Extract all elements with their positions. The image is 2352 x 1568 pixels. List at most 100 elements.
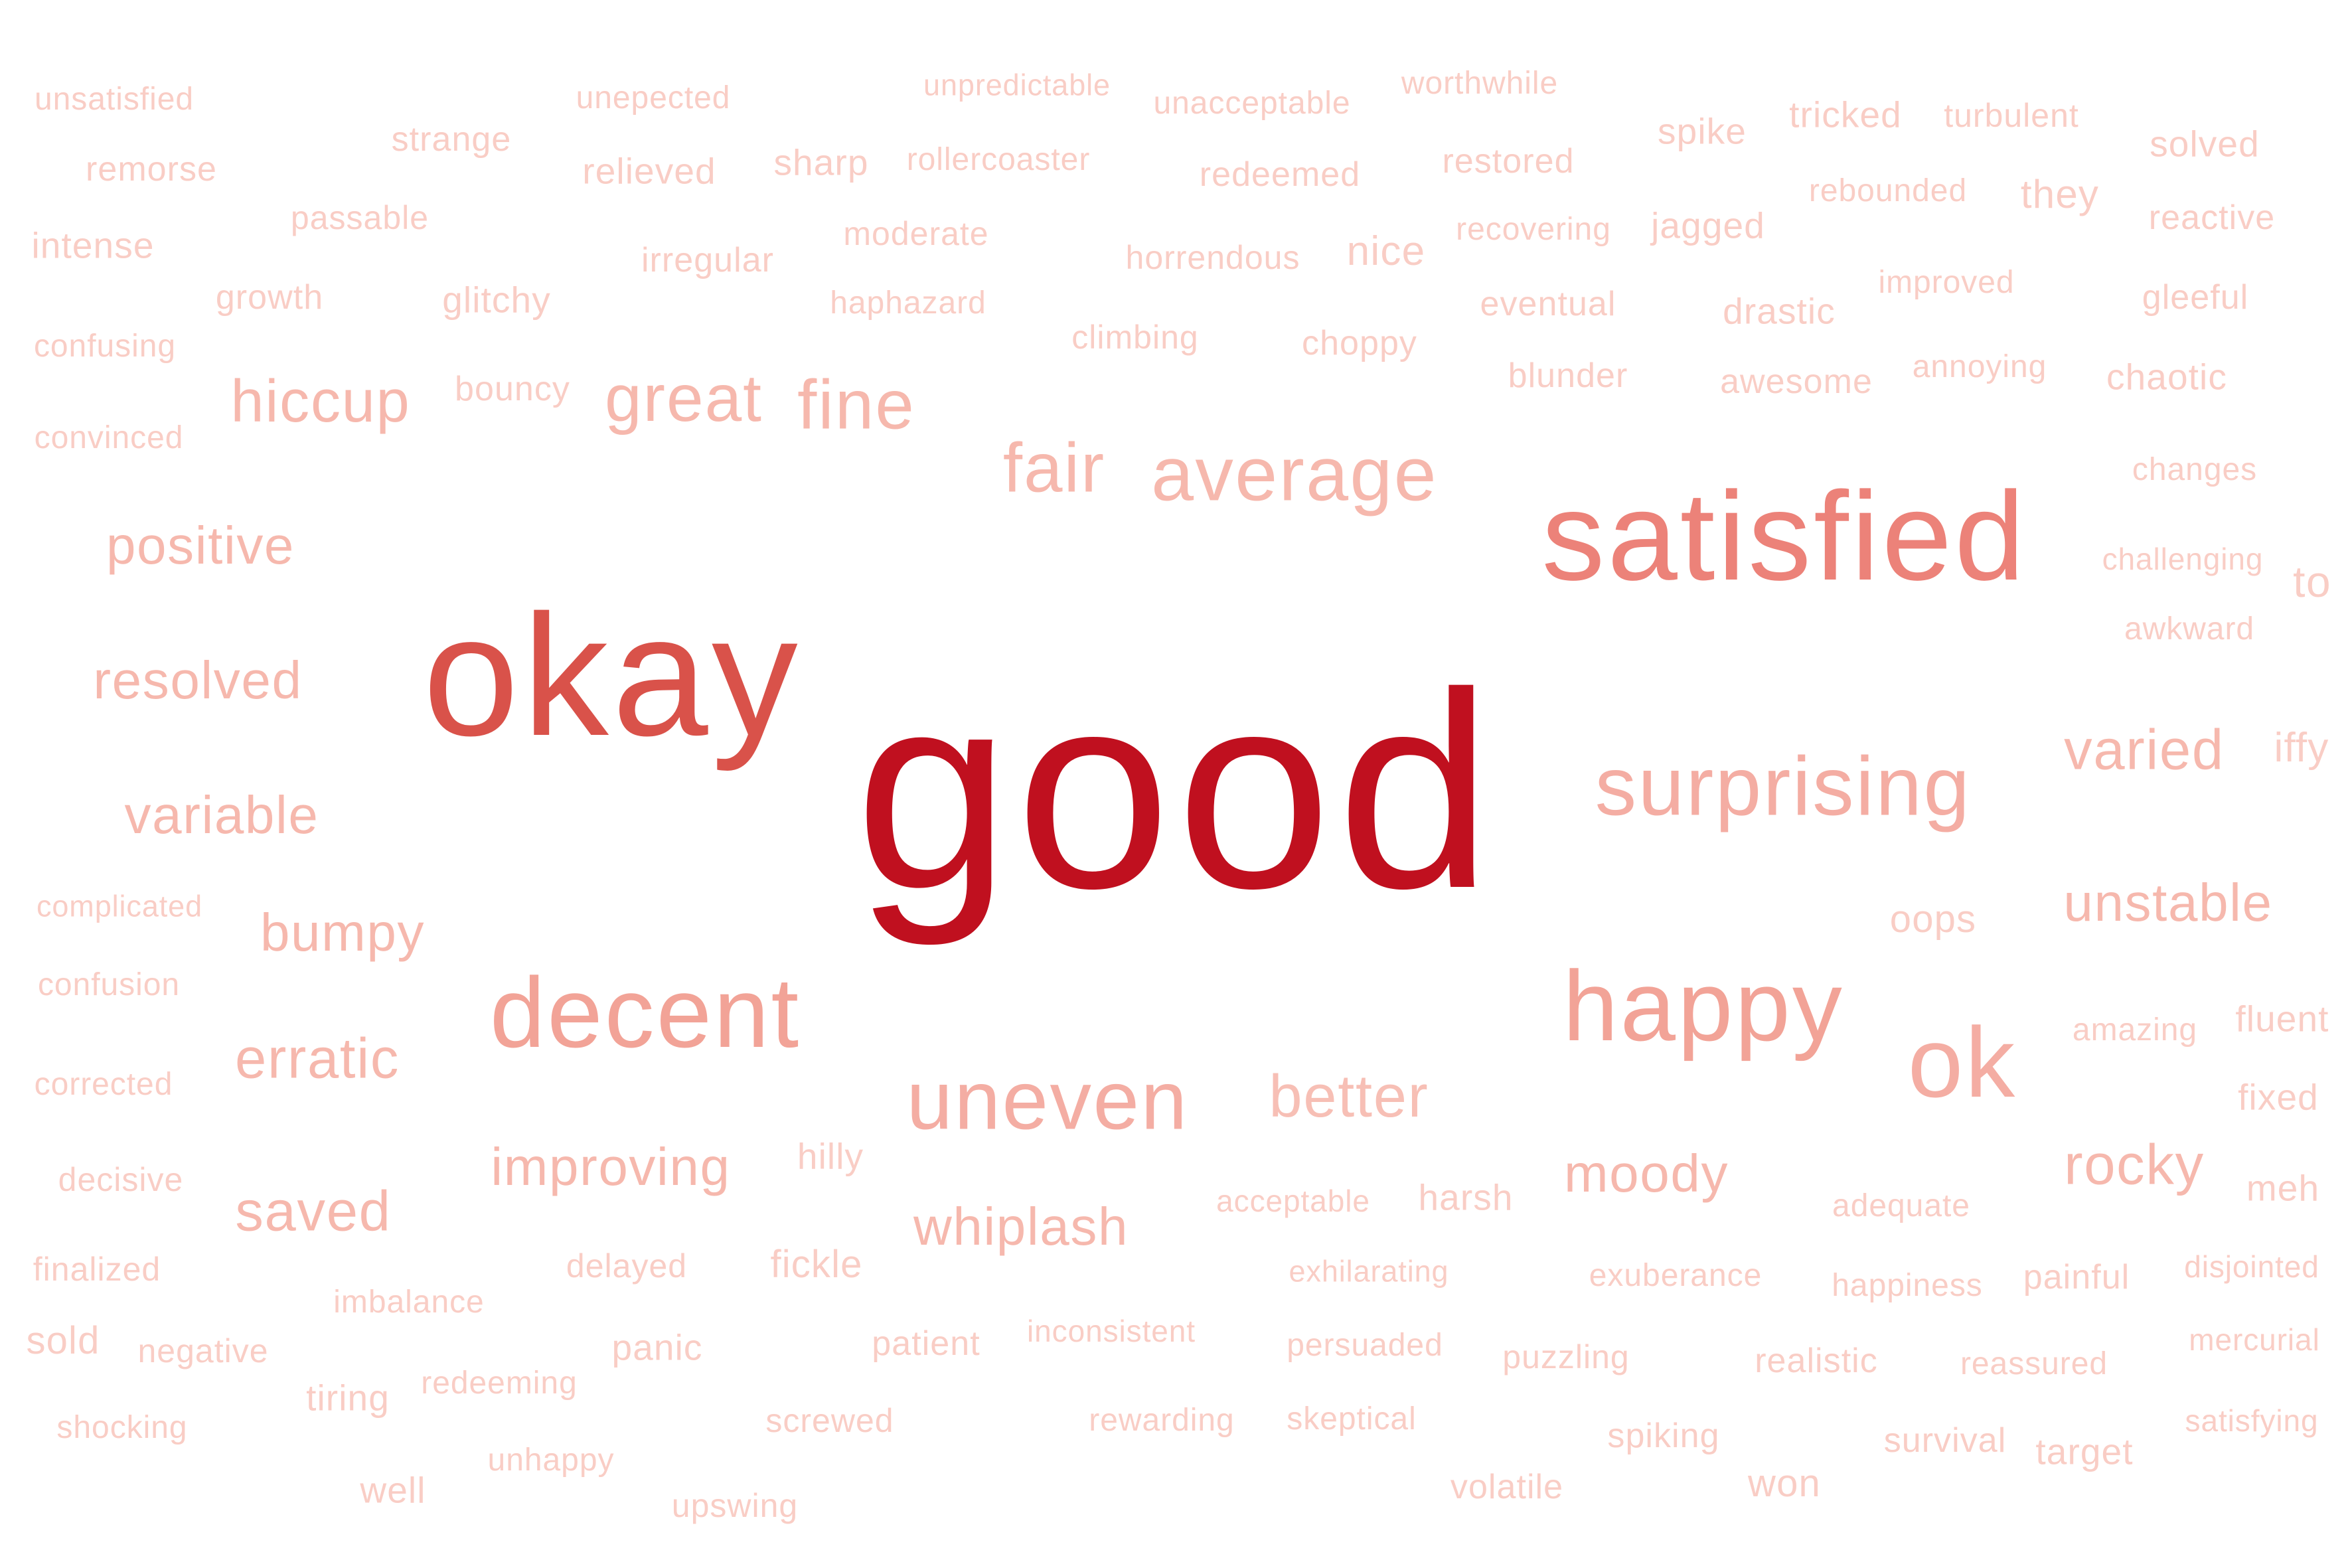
word-nice: nice (1346, 228, 1426, 274)
word-survival: survival (1883, 1421, 2007, 1460)
word-rollercoaster: rollercoaster (906, 142, 1091, 177)
word-exhilarating: exhilarating (1289, 1254, 1449, 1289)
word-delayed: delayed (566, 1247, 688, 1285)
word-haphazard: haphazard (830, 285, 986, 321)
word-exuberance: exuberance (1589, 1258, 1763, 1293)
word-growth: growth (215, 278, 324, 317)
word-puzzling: puzzling (1502, 1338, 1630, 1375)
word-target: target (2035, 1431, 2134, 1472)
word-fine: fine (797, 366, 915, 444)
word-tiring: tiring (306, 1377, 390, 1419)
word-jagged: jagged (1651, 204, 1765, 246)
word-confusion: confusion (37, 967, 181, 1002)
word-fixed: fixed (2238, 1076, 2319, 1118)
word-okay: okay (423, 580, 801, 772)
word-redeemed: redeemed (1199, 155, 1361, 194)
word-hiccup: hiccup (230, 368, 411, 435)
word-acceptable: acceptable (1216, 1184, 1370, 1218)
word-decisive: decisive (58, 1161, 184, 1198)
word-choppy: choppy (1302, 324, 1417, 362)
word-screwed: screwed (765, 1402, 894, 1439)
word-upswing: upswing (671, 1487, 799, 1524)
word-iffy: iffy (2274, 725, 2329, 771)
word-well: well (360, 1469, 426, 1511)
word-improving: improving (491, 1137, 731, 1196)
word-imbalance: imbalance (333, 1285, 485, 1320)
word-gleeful: gleeful (2142, 278, 2249, 317)
word-great: great (605, 361, 763, 435)
word-negative: negative (137, 1332, 269, 1370)
word-unacceptable: unacceptable (1153, 86, 1351, 121)
word-redeeming: redeeming (421, 1366, 578, 1401)
word-unhappy: unhappy (487, 1443, 615, 1478)
word-bouncy: bouncy (455, 370, 570, 408)
word-panic: panic (611, 1326, 703, 1368)
word-volatile: volatile (1450, 1468, 1564, 1506)
word-tricked: tricked (1789, 94, 1902, 135)
word-good: good (855, 635, 1498, 947)
word-rocky: rocky (2064, 1133, 2205, 1197)
word-climbing: climbing (1071, 319, 1199, 356)
word-happy: happy (1563, 950, 1844, 1061)
word-better: better (1269, 1063, 1429, 1130)
word-restored: restored (1442, 142, 1575, 181)
word-won: won (1748, 1462, 1821, 1505)
word-chaotic: chaotic (2106, 356, 2227, 398)
word-satisfying: satisfying (2185, 1403, 2319, 1438)
word-variable: variable (124, 785, 319, 844)
word-happiness: happiness (1832, 1268, 1983, 1303)
word-mercurial: mercurial (2189, 1322, 2320, 1357)
word-surprising: surprising (1595, 740, 1972, 833)
word-satisfied: satisfied (1541, 466, 2027, 607)
word-persuaded: persuaded (1287, 1328, 1443, 1363)
word-drastic: drastic (1723, 290, 1836, 332)
word-changes: changes (2132, 452, 2258, 487)
word-awesome: awesome (1720, 362, 1873, 401)
word-spike: spike (1658, 110, 1747, 152)
word-moderate: moderate (843, 215, 989, 252)
word-rebounded: rebounded (1808, 173, 1968, 208)
word-average: average (1151, 431, 1438, 517)
word-challenging: challenging (2102, 542, 2264, 576)
word-hilly: hilly (797, 1135, 864, 1177)
word-positive: positive (106, 516, 295, 575)
word-bumpy: bumpy (260, 903, 426, 962)
word-amazing: amazing (2072, 1012, 2198, 1048)
word-realistic: realistic (1755, 1342, 1878, 1380)
word-saved: saved (235, 1180, 392, 1243)
word-complicated: complicated (36, 889, 203, 923)
word-solved: solved (2150, 123, 2260, 165)
word-they: they (2020, 172, 2100, 216)
word-intense: intense (31, 224, 155, 266)
word-sharp: sharp (773, 141, 869, 183)
word-varied: varied (2064, 718, 2225, 782)
word-oops: oops (1889, 898, 1977, 941)
word-finalized: finalized (33, 1251, 161, 1288)
word-whiplash: whiplash (913, 1197, 1129, 1256)
word-shocking: shocking (56, 1410, 188, 1445)
word-unsatisfied: unsatisfied (34, 82, 195, 117)
word-convinced: convinced (34, 420, 184, 455)
word-rewarding: rewarding (1089, 1403, 1235, 1438)
word-blunder: blunder (1508, 356, 1628, 395)
word-reactive: reactive (2148, 198, 2276, 237)
word-resolved: resolved (93, 651, 303, 710)
word-glitchy: glitchy (442, 279, 551, 321)
word-eventual: eventual (1480, 285, 1616, 323)
word-remorse: remorse (86, 150, 217, 189)
word-painful: painful (2023, 1258, 2130, 1296)
word-unepected: unepected (576, 80, 731, 116)
word-to: to (2293, 557, 2331, 606)
word-unpredictable: unpredictable (923, 68, 1111, 102)
word-meh: meh (2246, 1167, 2320, 1209)
word-unstable: unstable (2063, 873, 2273, 932)
word-erratic: erratic (234, 1027, 400, 1091)
word-worthwhile: worthwhile (1401, 66, 1559, 101)
word-recovering: recovering (1456, 212, 1611, 247)
word-fair: fair (1002, 429, 1106, 507)
word-harsh: harsh (1418, 1176, 1514, 1218)
word-fickle: fickle (770, 1243, 863, 1286)
word-skeptical: skeptical (1287, 1401, 1417, 1437)
word-uneven: uneven (906, 1054, 1189, 1147)
